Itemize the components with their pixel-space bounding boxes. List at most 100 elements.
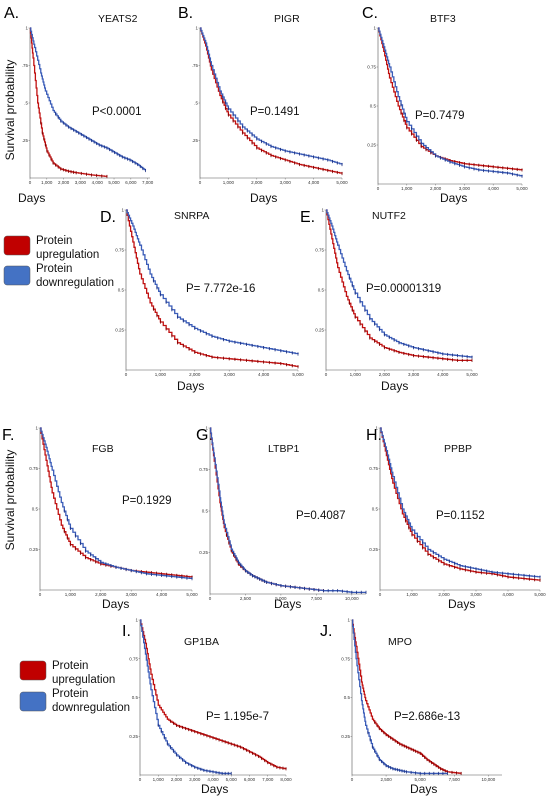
x-tick-label: 1,000 [223, 180, 235, 185]
y-tick-label: 0.25 [315, 328, 324, 333]
survival-curve-down [352, 619, 448, 775]
y-tick-label: 0.25 [129, 734, 138, 739]
y-tick-label: 1 [135, 618, 138, 623]
x-tick-label: 1,000 [153, 777, 165, 782]
x-tick-label: 6,000 [244, 777, 256, 782]
survival-curve-up [200, 27, 343, 174]
legend-label-up-line2: upregulation [36, 249, 99, 261]
x-axis-label: Days [440, 191, 467, 205]
km-panel-yeats2: A. YEATS2 P<0.0001 Days 0 1,000 2,000 3,000 4,00… [4, 5, 154, 205]
x-tick-label: 8,000 [280, 777, 292, 782]
x-tick-label: 2,000 [58, 180, 70, 185]
km-panel-gp1ba: I. GP1BA P= 1.195e-7 Days 0 1,000 2,000 3,000 4,… [122, 618, 292, 797]
y-tick-label: 1 [347, 618, 350, 623]
x-tick-label: 4,000 [156, 592, 168, 597]
x-tick-label: 0 [379, 592, 382, 597]
x-tick-label: 3,000 [189, 777, 201, 782]
x-tick-label: 2,000 [171, 777, 183, 782]
y-tick-label: 0.25 [367, 143, 376, 148]
legend-label-down-line1: Protein [36, 263, 72, 275]
y-tick-label: 0.75 [315, 248, 324, 253]
y-tick-label: .75 [192, 63, 199, 68]
gene-title: PIGR [274, 13, 300, 25]
legend-label-up-line1: Protein [36, 235, 72, 247]
x-tick-label: 0 [39, 592, 42, 597]
x-tick-label: 0 [125, 372, 128, 377]
y-tick-label: 0.5 [32, 507, 39, 512]
y-tick-label: .5 [194, 101, 198, 106]
x-tick-label: 5,000 [108, 180, 120, 185]
legend-label-up-line2: upregulation [52, 674, 115, 686]
x-tick-label: 3,000 [280, 180, 292, 185]
x-axis-label: Days [102, 597, 129, 611]
y-tick-label: .25 [22, 138, 29, 143]
x-tick-label: 4,000 [488, 186, 500, 191]
y-tick-label: 0.5 [132, 695, 139, 700]
panel-letter: G. [196, 427, 213, 444]
panel-letter: J. [320, 623, 332, 640]
x-tick-label: 0 [29, 180, 32, 185]
x-tick-label: 2,000 [430, 186, 442, 191]
x-tick-label: 7,500 [449, 777, 461, 782]
x-tick-label: 5,000 [226, 777, 238, 782]
legend-label-down-line2: downregulation [36, 277, 114, 289]
km-panel-pigr: B. PIGR P=0.1491 Days 0 1,000 2,000 3,000 4,000 5… [178, 5, 348, 205]
y-tick-label: 1 [375, 426, 378, 431]
x-axis-label: Days [274, 597, 301, 611]
p-value: P=0.1929 [122, 495, 172, 507]
km-panels: A. YEATS2 P<0.0001 Days 0 1,000 2,000 3,000 4,00… [2, 5, 546, 796]
x-tick-label: 2,000 [95, 592, 107, 597]
x-axis-label: Days [18, 191, 45, 205]
p-value: P= 1.195e-7 [206, 711, 269, 723]
x-tick-label: 3,000 [459, 186, 471, 191]
y-tick-label: 0.25 [341, 734, 350, 739]
x-tick-label: 0 [325, 372, 328, 377]
panel-letter: I. [122, 623, 131, 640]
x-axis-label: Days [448, 597, 475, 611]
legend-top: Protein upregulation Protein downregulat… [3, 235, 114, 289]
y-tick-label: 0.75 [369, 466, 378, 471]
y-axis-label-top: Survival probability [3, 60, 17, 161]
x-tick-label: 2,000 [189, 372, 201, 377]
km-panel-snrpa: D. SNRPA P= 7.772e-16 Days 0 1,000 2,000 3,000 4… [100, 208, 304, 394]
p-value: P= 7.772e-16 [186, 283, 255, 295]
y-tick-label: 0.25 [199, 550, 208, 555]
x-tick-label: 3,000 [75, 180, 87, 185]
survival-curve-down [378, 27, 523, 177]
panel-letter: H. [366, 427, 382, 444]
legend-label-down-line2: downregulation [52, 702, 130, 714]
x-axis-label: Days [410, 782, 437, 796]
y-tick-label: 1 [195, 26, 198, 31]
x-tick-label: 3,000 [126, 592, 138, 597]
y-tick-label: 0.5 [118, 288, 125, 293]
axes [29, 28, 150, 179]
legend-bottom: Protein upregulation Protein downregulat… [19, 660, 130, 714]
y-tick-label: 1 [373, 26, 376, 31]
y-tick-label: .75 [22, 63, 29, 68]
y-tick-label: 0.25 [29, 547, 38, 552]
p-value: P=0.1152 [436, 510, 485, 522]
y-tick-label: .25 [192, 138, 199, 143]
x-tick-label: 4,000 [308, 180, 320, 185]
x-tick-label: 4,000 [92, 180, 104, 185]
y-tick-label: 1 [321, 208, 324, 213]
y-tick-label: 0.5 [372, 507, 379, 512]
x-tick-label: 1,000 [350, 372, 362, 377]
p-value: P<0.0001 [92, 106, 142, 118]
p-value: P=2.686e-13 [394, 711, 460, 723]
x-tick-label: 2,500 [380, 777, 392, 782]
x-axis-label: Days [201, 782, 228, 796]
y-tick-label: 0.5 [344, 695, 351, 700]
x-tick-label: 1,000 [41, 180, 53, 185]
gene-title: YEATS2 [98, 13, 138, 25]
x-tick-label: 1,000 [406, 592, 418, 597]
x-tick-label: 4,000 [502, 592, 514, 597]
gene-title: PPBP [444, 443, 472, 455]
p-value: P=0.00001319 [366, 283, 441, 295]
x-tick-label: 3,000 [470, 592, 482, 597]
y-tick-label: 1 [121, 208, 124, 213]
y-tick-label: 0.75 [115, 248, 124, 253]
x-tick-label: 5,000 [534, 592, 546, 597]
x-tick-label: 0 [199, 180, 202, 185]
